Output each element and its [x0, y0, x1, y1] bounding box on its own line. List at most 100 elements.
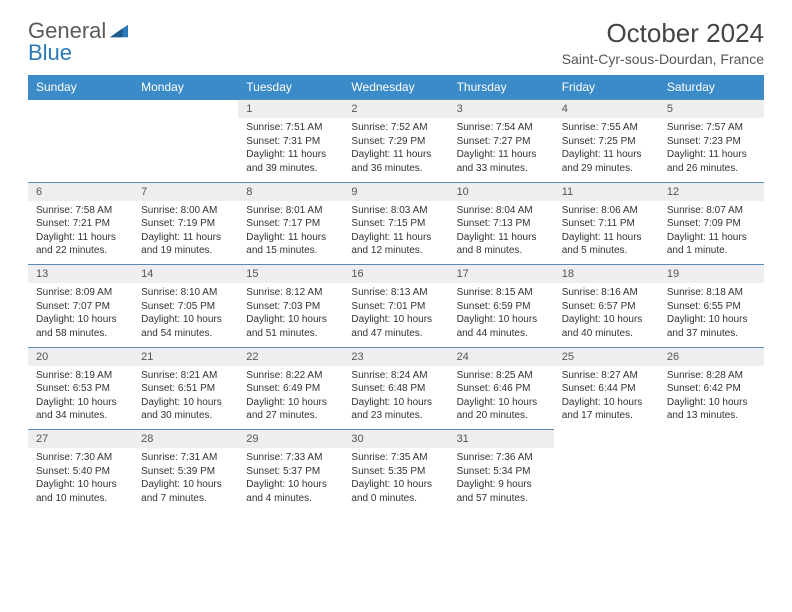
date-body-cell: Sunrise: 8:06 AMSunset: 7:11 PMDaylight:…	[554, 201, 659, 265]
logo-triangle-icon	[110, 24, 128, 38]
sunrise-text: Sunrise: 7:57 AM	[667, 121, 756, 135]
date-number-cell: 27	[28, 430, 133, 449]
sunrise-text: Sunrise: 8:12 AM	[246, 286, 335, 300]
dayhead-sat: Saturday	[659, 75, 764, 100]
daylight-text-1: Daylight: 11 hours	[351, 231, 440, 245]
date-number-cell: 12	[659, 182, 764, 201]
date-number-row: 20212223242526	[28, 347, 764, 366]
date-body-cell: Sunrise: 8:04 AMSunset: 7:13 PMDaylight:…	[449, 201, 554, 265]
sunrise-text: Sunrise: 7:35 AM	[351, 451, 440, 465]
sunrise-text: Sunrise: 8:03 AM	[351, 204, 440, 218]
daylight-text-2: and 57 minutes.	[457, 492, 546, 506]
daylight-text-1: Daylight: 10 hours	[351, 313, 440, 327]
daylight-text-2: and 37 minutes.	[667, 327, 756, 341]
sunrise-text: Sunrise: 8:04 AM	[457, 204, 546, 218]
date-body-cell: Sunrise: 8:09 AMSunset: 7:07 PMDaylight:…	[28, 283, 133, 347]
date-body-cell: Sunrise: 8:22 AMSunset: 6:49 PMDaylight:…	[238, 366, 343, 430]
sunset-text: Sunset: 6:49 PM	[246, 382, 335, 396]
daylight-text-1: Daylight: 10 hours	[36, 396, 125, 410]
daylight-text-2: and 20 minutes.	[457, 409, 546, 423]
sunset-text: Sunset: 6:53 PM	[36, 382, 125, 396]
sunrise-text: Sunrise: 7:31 AM	[141, 451, 230, 465]
date-number-cell: 19	[659, 265, 764, 284]
date-body-cell: Sunrise: 8:27 AMSunset: 6:44 PMDaylight:…	[554, 366, 659, 430]
sunset-text: Sunset: 7:03 PM	[246, 300, 335, 314]
daylight-text-1: Daylight: 10 hours	[562, 396, 651, 410]
day-header-row: Sunday Monday Tuesday Wednesday Thursday…	[28, 75, 764, 100]
daylight-text-1: Daylight: 10 hours	[36, 478, 125, 492]
sunrise-text: Sunrise: 7:51 AM	[246, 121, 335, 135]
daylight-text-2: and 15 minutes.	[246, 244, 335, 258]
daylight-text-1: Daylight: 10 hours	[351, 396, 440, 410]
date-number-cell: 4	[554, 100, 659, 119]
daylight-text-2: and 13 minutes.	[667, 409, 756, 423]
date-number-row: 13141516171819	[28, 265, 764, 284]
date-number-cell: 21	[133, 347, 238, 366]
date-body-cell	[659, 448, 764, 512]
date-number-cell: 16	[343, 265, 448, 284]
daylight-text-1: Daylight: 10 hours	[667, 313, 756, 327]
daylight-text-1: Daylight: 11 hours	[36, 231, 125, 245]
date-number-cell: 23	[343, 347, 448, 366]
daylight-text-2: and 54 minutes.	[141, 327, 230, 341]
daylight-text-1: Daylight: 10 hours	[351, 478, 440, 492]
daylight-text-1: Daylight: 11 hours	[667, 231, 756, 245]
daylight-text-1: Daylight: 11 hours	[246, 231, 335, 245]
daylight-text-2: and 4 minutes.	[246, 492, 335, 506]
daylight-text-2: and 30 minutes.	[141, 409, 230, 423]
daylight-text-1: Daylight: 10 hours	[246, 396, 335, 410]
date-number-cell	[554, 430, 659, 449]
daylight-text-2: and 10 minutes.	[36, 492, 125, 506]
date-body-cell: Sunrise: 8:00 AMSunset: 7:19 PMDaylight:…	[133, 201, 238, 265]
date-body-cell: Sunrise: 8:18 AMSunset: 6:55 PMDaylight:…	[659, 283, 764, 347]
sunset-text: Sunset: 7:01 PM	[351, 300, 440, 314]
daylight-text-2: and 47 minutes.	[351, 327, 440, 341]
sunset-text: Sunset: 6:44 PM	[562, 382, 651, 396]
daylight-text-2: and 8 minutes.	[457, 244, 546, 258]
sunset-text: Sunset: 7:05 PM	[141, 300, 230, 314]
date-number-cell: 8	[238, 182, 343, 201]
date-number-cell: 30	[343, 430, 448, 449]
daylight-text-1: Daylight: 11 hours	[457, 148, 546, 162]
date-number-cell: 25	[554, 347, 659, 366]
daylight-text-1: Daylight: 11 hours	[562, 148, 651, 162]
sunset-text: Sunset: 6:59 PM	[457, 300, 546, 314]
sunset-text: Sunset: 6:46 PM	[457, 382, 546, 396]
daylight-text-1: Daylight: 10 hours	[457, 396, 546, 410]
dayhead-mon: Monday	[133, 75, 238, 100]
sunrise-text: Sunrise: 8:09 AM	[36, 286, 125, 300]
daylight-text-2: and 33 minutes.	[457, 162, 546, 176]
daylight-text-1: Daylight: 10 hours	[141, 478, 230, 492]
month-title: October 2024	[562, 18, 764, 49]
date-number-cell: 9	[343, 182, 448, 201]
date-body-row: Sunrise: 7:51 AMSunset: 7:31 PMDaylight:…	[28, 118, 764, 182]
calendar-table: Sunday Monday Tuesday Wednesday Thursday…	[28, 75, 764, 512]
date-body-cell: Sunrise: 8:13 AMSunset: 7:01 PMDaylight:…	[343, 283, 448, 347]
sunrise-text: Sunrise: 8:00 AM	[141, 204, 230, 218]
daylight-text-1: Daylight: 10 hours	[36, 313, 125, 327]
date-number-cell: 11	[554, 182, 659, 201]
date-number-cell: 22	[238, 347, 343, 366]
sunrise-text: Sunrise: 8:21 AM	[141, 369, 230, 383]
dayhead-wed: Wednesday	[343, 75, 448, 100]
date-body-cell: Sunrise: 7:52 AMSunset: 7:29 PMDaylight:…	[343, 118, 448, 182]
sunrise-text: Sunrise: 7:33 AM	[246, 451, 335, 465]
sunrise-text: Sunrise: 7:55 AM	[562, 121, 651, 135]
sunrise-text: Sunrise: 8:15 AM	[457, 286, 546, 300]
sunset-text: Sunset: 7:09 PM	[667, 217, 756, 231]
date-number-cell: 24	[449, 347, 554, 366]
daylight-text-2: and 58 minutes.	[36, 327, 125, 341]
date-body-cell: Sunrise: 8:24 AMSunset: 6:48 PMDaylight:…	[343, 366, 448, 430]
date-number-cell: 20	[28, 347, 133, 366]
sunrise-text: Sunrise: 7:30 AM	[36, 451, 125, 465]
date-number-cell	[133, 100, 238, 119]
sunrise-text: Sunrise: 8:28 AM	[667, 369, 756, 383]
sunset-text: Sunset: 6:55 PM	[667, 300, 756, 314]
daylight-text-2: and 22 minutes.	[36, 244, 125, 258]
sunset-text: Sunset: 7:23 PM	[667, 135, 756, 149]
sunset-text: Sunset: 7:27 PM	[457, 135, 546, 149]
daylight-text-1: Daylight: 11 hours	[457, 231, 546, 245]
daylight-text-1: Daylight: 11 hours	[246, 148, 335, 162]
date-number-cell: 6	[28, 182, 133, 201]
sunset-text: Sunset: 5:40 PM	[36, 465, 125, 479]
